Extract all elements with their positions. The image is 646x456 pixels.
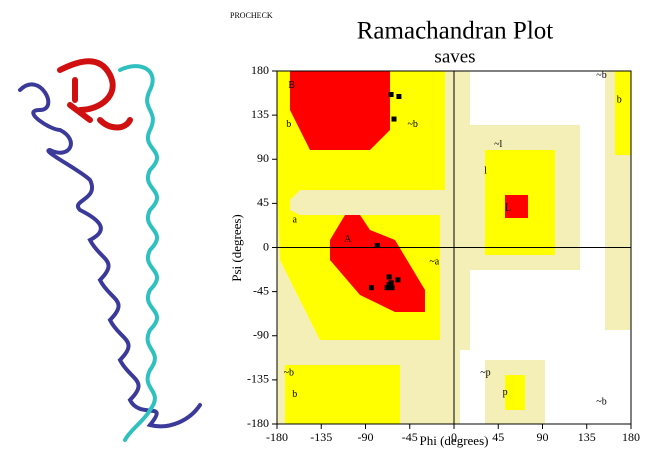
region-label: p: [503, 387, 508, 398]
point: [389, 285, 395, 291]
y-tick-label: -45: [253, 283, 269, 297]
point: [384, 285, 390, 291]
x-tick-label: -180: [266, 430, 288, 444]
region-label: L: [505, 203, 511, 214]
x-tick-label: 45: [492, 430, 504, 444]
region-label: ~b: [596, 397, 606, 408]
x-tick-label: 180: [622, 430, 640, 444]
point: [368, 285, 374, 291]
y-tick-label: 45: [257, 195, 269, 209]
x-tick-label: -90: [358, 430, 374, 444]
y-tick-label: 180: [251, 63, 269, 77]
point: [391, 116, 397, 122]
x-tick-label: 90: [537, 430, 549, 444]
region-label: ~l: [494, 139, 502, 150]
y-tick-label: -135: [247, 372, 269, 386]
x-tick-label: -135: [310, 430, 332, 444]
y-tick-label: 135: [251, 107, 269, 121]
y-tick-label: 0: [263, 239, 269, 253]
point: [388, 92, 394, 98]
region-label: ~a: [429, 257, 439, 268]
region-label: ~b: [596, 70, 606, 81]
region-label: b: [617, 95, 622, 106]
x-axis-label: Phi (degrees): [420, 433, 489, 448]
protein-ribbon: [18, 58, 202, 442]
region-label: B: [288, 80, 295, 91]
region-label: A: [344, 234, 352, 245]
point: [374, 243, 380, 249]
header: PROCHECK: [230, 11, 273, 20]
region-label: ~b: [407, 119, 417, 130]
x-tick-label: 135: [578, 430, 596, 444]
point: [395, 277, 401, 283]
region-label: b: [286, 119, 291, 130]
x-tick-label: -45: [402, 430, 418, 444]
y-axis-label: Psi (degrees): [229, 214, 244, 282]
point: [386, 274, 392, 280]
y-tick-label: -90: [253, 328, 269, 342]
x-tick-label: 0: [451, 430, 457, 444]
region-label: ~p: [480, 367, 490, 378]
y-tick-label: 90: [257, 151, 269, 165]
point: [386, 282, 392, 288]
region-label: ~b: [284, 367, 294, 378]
point: [396, 93, 402, 99]
chart-title: Ramachandran Plot: [357, 18, 554, 45]
region-label: a: [292, 214, 297, 225]
region-label: l: [484, 165, 487, 176]
y-tick-label: -180: [247, 416, 269, 430]
chart-subtitle: saves: [434, 46, 475, 67]
region-label: b: [292, 389, 297, 400]
